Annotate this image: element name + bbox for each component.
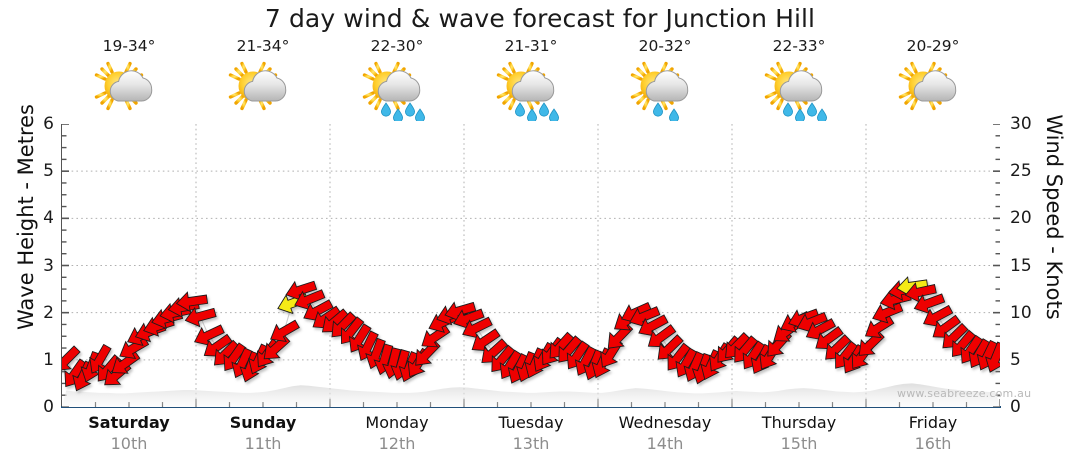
sun-cloud-rain-icon: [361, 60, 426, 123]
temperature-range: 21-31°: [504, 37, 558, 55]
x-label-tuesday: Tuesday 13th: [464, 412, 598, 470]
day-name: Saturday: [88, 413, 170, 432]
sun-cloud-icon: [93, 60, 153, 112]
weather-icon-wrapper: [360, 59, 434, 123]
wind-direction-arrows: [62, 276, 1000, 392]
sun-cloud-icon: [897, 60, 957, 112]
watermark: www.seabreeze.com.au: [897, 387, 1032, 400]
wave-height-area: [62, 383, 1000, 407]
weather-icon-wrapper: [92, 59, 166, 121]
day-header-sunday: 21-34°: [196, 36, 330, 124]
day-header-tuesday: 21-31°: [464, 36, 598, 124]
right-axis-tick-15: 15: [1010, 255, 1032, 276]
wind-arrow-marker: [62, 345, 81, 372]
day-name: Tuesday: [498, 413, 564, 432]
temperature-range: 20-32°: [638, 37, 692, 55]
day-date: 15th: [780, 434, 818, 453]
right-axis-tick-10: 10: [1010, 302, 1032, 323]
x-label-friday: Friday 16th: [866, 412, 1000, 470]
temperature-range: 21-34°: [236, 37, 290, 55]
right-axis-tick-25: 25: [1010, 161, 1032, 182]
x-label-monday: Monday 12th: [330, 412, 464, 470]
rain-icon: [514, 102, 560, 123]
right-axis-tick-labels: 0 5 10 15 20 25 30: [1010, 116, 1050, 416]
temperature-range: 20-29°: [906, 37, 960, 55]
wind-arrow-marker: [985, 341, 1000, 373]
sun-cloud-rain-icon: [495, 60, 560, 123]
day-name: Wednesday: [618, 413, 712, 432]
weather-icon-wrapper: [896, 59, 970, 121]
day-header-saturday: 19-34°: [62, 36, 196, 124]
rain-icon: [782, 102, 828, 123]
day-date: 12th: [378, 434, 416, 453]
weather-icon-wrapper: [226, 59, 300, 121]
day-name: Monday: [365, 413, 429, 432]
left-axis-tick-4: 4: [43, 208, 54, 229]
wind-arrow-marker: [184, 306, 217, 328]
forecast-plot-svg: [62, 124, 1000, 407]
wind-arrow-marker: [872, 302, 904, 324]
day-date: 16th: [914, 434, 952, 453]
left-axis-tick-5: 5: [43, 161, 54, 182]
cloud-icon: [779, 70, 823, 102]
cloud-icon: [109, 70, 153, 102]
left-axis-tick-1: 1: [43, 349, 54, 370]
day-header-thursday: 22-33°: [732, 36, 866, 124]
day-header-wednesday: 20-32°: [598, 36, 732, 124]
sun-cloud-icon: [227, 60, 287, 112]
day-name: Friday: [908, 413, 958, 432]
sun-cloud-rain-icon: [629, 60, 689, 123]
temperature-range: 19-34°: [102, 37, 156, 55]
rain-icon: [380, 102, 426, 123]
wind-arrow-marker: [647, 324, 677, 348]
x-label-wednesday: Wednesday 14th: [598, 412, 732, 470]
day-name: Thursday: [761, 413, 837, 432]
left-axis-tick-2: 2: [43, 302, 54, 323]
weather-icon-wrapper: [762, 59, 836, 123]
left-axis-spine: [61, 124, 63, 408]
page-title: 7 day wind & wave forecast for Junction …: [264, 4, 816, 33]
cloud-icon: [913, 70, 957, 102]
day-name: Sunday: [229, 413, 297, 432]
x-label-sunday: Sunday 11th: [196, 412, 330, 470]
sun-cloud-rain-icon: [763, 60, 828, 123]
x-axis-day-labels: Saturday 10th Sunday 11th Monday 12th Tuesday 1…: [62, 412, 1000, 470]
left-axis-tick-6: 6: [43, 114, 54, 134]
cloud-icon: [243, 70, 287, 102]
day-date: 13th: [512, 434, 550, 453]
weather-icon-wrapper: [628, 59, 702, 123]
right-axis-tick-20: 20: [1010, 208, 1032, 229]
x-label-thursday: Thursday 15th: [732, 412, 866, 470]
day-header-friday: 20-29°: [866, 36, 1000, 124]
left-axis-tick-labels: 0 1 2 3 4 5 6: [14, 116, 54, 416]
right-axis-tick-5: 5: [1010, 349, 1021, 370]
wind-arrow-marker: [270, 319, 300, 343]
day-header-monday: 22-30°: [330, 36, 464, 124]
temperature-range: 22-30°: [370, 37, 424, 55]
weather-icon-wrapper: [494, 59, 568, 123]
right-axis-tick-0: 0: [1010, 397, 1021, 417]
x-label-saturday: Saturday 10th: [62, 412, 196, 470]
plot-area: [62, 124, 1000, 407]
left-axis-tick-3: 3: [43, 255, 54, 276]
left-axis-tick-0: 0: [43, 397, 54, 417]
cloud-icon: [511, 70, 555, 102]
right-axis-tick-30: 30: [1010, 114, 1032, 134]
cloud-icon: [645, 70, 689, 102]
wind-arrow-marker: [175, 291, 209, 313]
cloud-icon: [377, 70, 421, 102]
day-date: 11th: [244, 434, 282, 453]
day-date: 10th: [110, 434, 148, 453]
day-header-strip: 19-34°: [62, 36, 1000, 124]
day-date: 14th: [646, 434, 684, 453]
temperature-range: 22-33°: [772, 37, 826, 55]
